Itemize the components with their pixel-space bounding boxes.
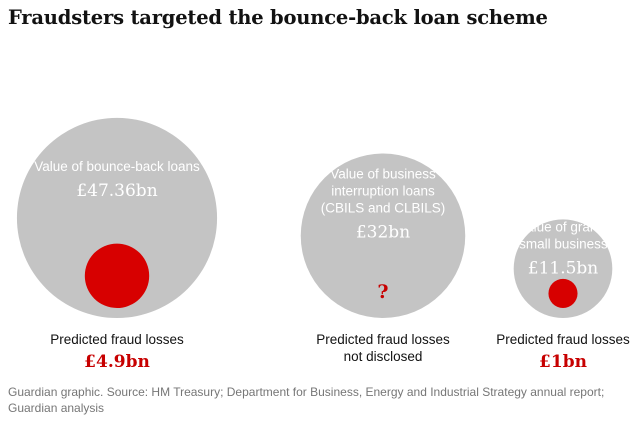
bubble-value-label: £32bn <box>356 223 410 243</box>
fraud-label: Predicted fraud losses <box>496 332 630 347</box>
bubble-label: (CBILS and CLBILS) <box>321 201 446 216</box>
total-value-bubble <box>513 219 613 318</box>
source-line-2: Guardian analysis <box>8 401 105 415</box>
bubble-label: Value of bounce-back loans <box>34 159 200 174</box>
bubble-value-label: £11.5bn <box>528 259 599 279</box>
fraud-loss-bubble <box>84 243 150 308</box>
source-note: Guardian graphic. Source: HM Treasury; D… <box>8 384 628 416</box>
total-value-bubble <box>16 117 218 318</box>
bubble-label: to small businesses <box>504 237 622 252</box>
bubble-label: interruption loans <box>331 184 435 199</box>
bubble-chart: Value of bounce-back loans £47.36bn Predic… <box>16 117 630 372</box>
fraud-value-label: £4.9bn <box>84 352 150 372</box>
source-line-1: Guardian graphic. Source: HM Treasury; D… <box>8 385 605 399</box>
bubble-label: Value of grants <box>518 220 608 235</box>
bubble-label: Value of business <box>330 167 436 182</box>
fraud-label: Predicted fraud losses <box>50 332 184 347</box>
chart-title: Fraudsters targeted the bounce-back loan… <box>8 6 548 29</box>
total-value-bubble <box>300 153 466 318</box>
unknown-fraud-mark: ? <box>377 281 388 303</box>
fraud-label: not disclosed <box>344 349 423 364</box>
fraud-loss-bubble <box>548 278 578 308</box>
fraud-value-label: £1bn <box>539 352 587 372</box>
bubble-value-label: £47.36bn <box>76 181 157 201</box>
fraud-label: Predicted fraud losses <box>316 332 450 347</box>
